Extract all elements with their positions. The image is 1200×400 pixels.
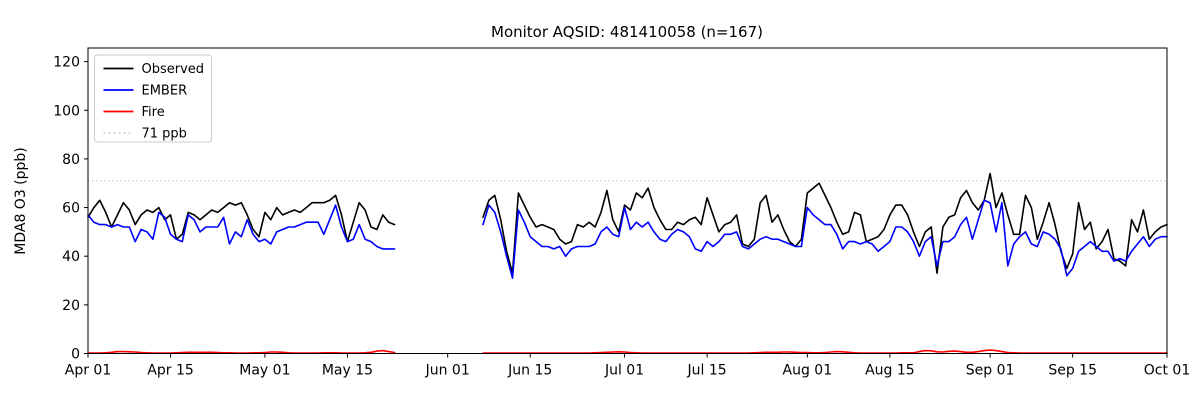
x-tick-label: Sep 01 [966, 363, 1015, 379]
y-tick-label: 60 [62, 201, 80, 217]
y-tick-label: 0 [71, 347, 80, 363]
y-axis-label: MDA8 O3 (ppb) [13, 147, 29, 255]
y-tick-label: 40 [62, 249, 80, 265]
x-tick-label: Aug 15 [865, 363, 915, 379]
x-tick-label: Jun 01 [425, 363, 470, 379]
chart-title: Monitor AQSID: 481410058 (n=167) [491, 23, 763, 41]
y-tick-label: 120 [53, 55, 80, 71]
y-tick-label: 20 [62, 298, 80, 314]
legend-label: Fire [142, 105, 165, 120]
ember-line [87, 204, 396, 250]
x-tick-label: Jun 15 [507, 363, 552, 379]
fire-line [87, 349, 396, 354]
legend-label: 71 ppb [142, 127, 187, 142]
observed-line [87, 194, 396, 243]
plot-layer: 0 20 40 60 80 100 120 Apr 01 Apr 15 May 01 May 15 J… [53, 47, 1190, 379]
x-tick-label: Apr 01 [65, 363, 111, 379]
x-tick-label: May 01 [239, 363, 290, 379]
x-tick-label: Aug 01 [783, 363, 833, 379]
observed-line [482, 172, 1168, 275]
legend-label: EMBER [142, 84, 188, 99]
legend-label: Observed [142, 62, 205, 77]
plot-border [87, 47, 1168, 354]
legend-box [94, 54, 212, 143]
x-tick-label: Sep 15 [1048, 363, 1097, 379]
y-tick-label: 100 [53, 103, 80, 119]
y-tick-label: 80 [62, 152, 80, 168]
x-tick-label: Apr 15 [147, 363, 193, 379]
x-tick-label: May 15 [322, 363, 373, 379]
x-tick-label: Jul 15 [687, 363, 727, 379]
x-tick-label: Oct 01 [1144, 363, 1190, 379]
fire-line [482, 349, 1168, 354]
ember-line [482, 199, 1168, 279]
x-tick-label: Jul 01 [604, 363, 644, 379]
